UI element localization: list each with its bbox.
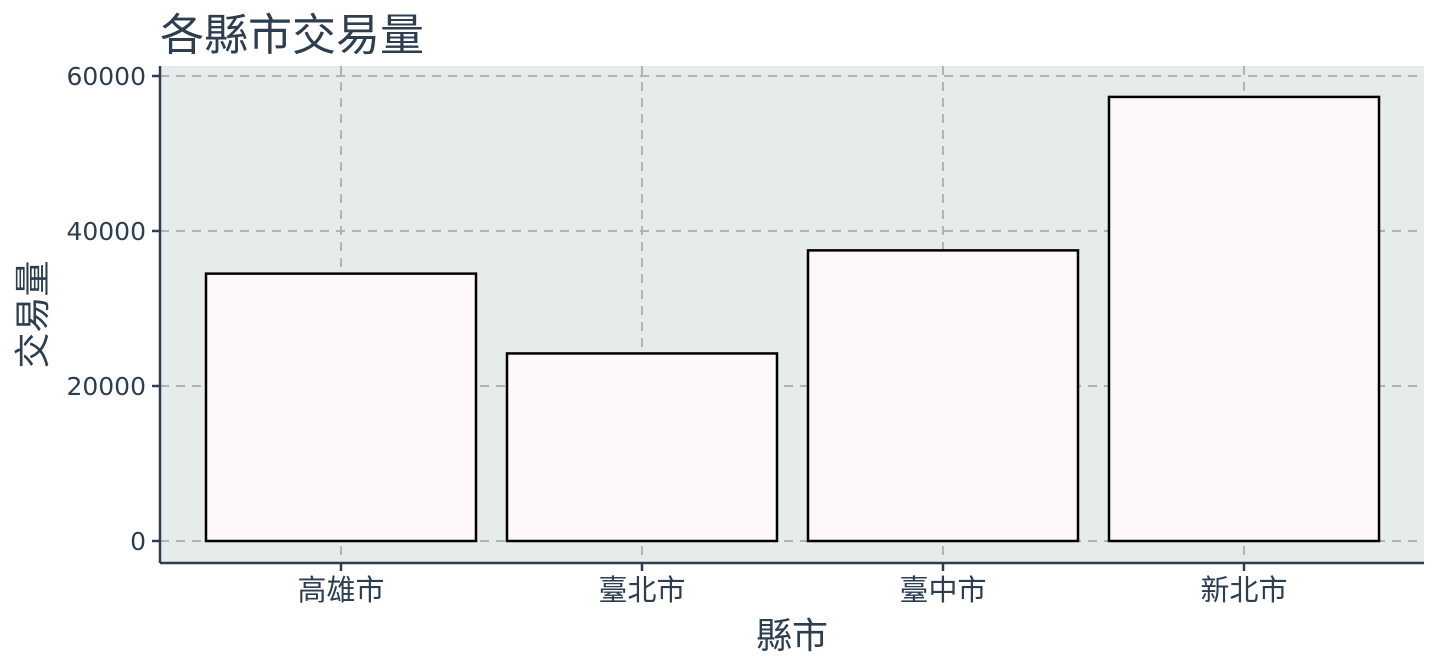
y-tick-label: 60000: [66, 62, 146, 91]
bar: [1109, 97, 1379, 541]
x-tick-label: 臺中市: [899, 573, 986, 607]
bar: [808, 250, 1078, 541]
bar: [507, 353, 777, 541]
x-tick-label: 臺北市: [598, 573, 685, 607]
y-tick-label: 0: [130, 527, 146, 556]
x-tick-label: 高雄市: [297, 573, 384, 607]
y-tick-label: 20000: [66, 372, 146, 401]
y-axis-title: 交易量: [13, 260, 54, 368]
x-tick-label: 新北市: [1200, 573, 1287, 607]
y-tick-label: 40000: [66, 217, 146, 246]
x-axis-title: 縣市: [756, 616, 828, 657]
chart-title: 各縣市交易量: [160, 10, 424, 61]
bar: [206, 274, 476, 541]
